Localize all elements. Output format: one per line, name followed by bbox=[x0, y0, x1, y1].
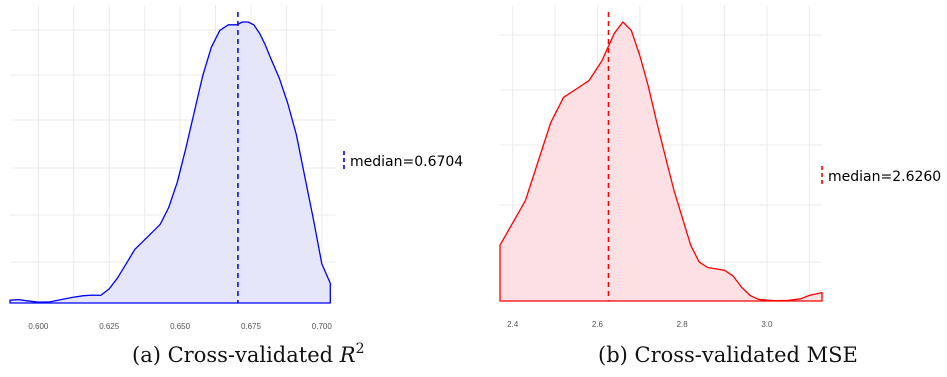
legend-label-mse: median=2.6260 bbox=[828, 169, 941, 185]
panel-r-squared: 0.600 0.625 0.650 0.675 0.700 median=0.6704 … bbox=[9, 5, 463, 367]
x-tick-label: 0.700 bbox=[312, 322, 333, 331]
x-tick-label: 3.0 bbox=[761, 320, 773, 329]
x-tick-label: 0.625 bbox=[99, 322, 120, 331]
caption-prefix-r-squared: (a) Cross-validated bbox=[132, 343, 340, 367]
x-tick-label: 2.6 bbox=[592, 320, 604, 329]
x-tick-label: 0.675 bbox=[241, 322, 262, 331]
x-tick-label: 0.650 bbox=[170, 322, 191, 331]
caption-mse: (b) Cross-validated MSE bbox=[598, 343, 858, 367]
x-tick-label: 2.4 bbox=[507, 320, 519, 329]
caption-symbol-r: R bbox=[339, 343, 356, 367]
panel-mse: 2.4 2.6 2.8 3.0 median=2.6260 (b) Cross-val… bbox=[499, 5, 941, 367]
caption-r-squared: (a) Cross-validated R2 bbox=[132, 341, 364, 367]
density-area-mse bbox=[499, 21, 823, 302]
x-tick-label: 2.8 bbox=[677, 320, 689, 329]
legend-label-r-squared: median=0.6704 bbox=[350, 154, 463, 170]
x-axis-ticks-mse: 2.4 2.6 2.8 3.0 bbox=[507, 320, 773, 329]
x-tick-label: 0.600 bbox=[28, 322, 49, 331]
x-axis-ticks-r-squared: 0.600 0.625 0.650 0.675 0.700 bbox=[28, 322, 332, 331]
caption-superscript: 2 bbox=[356, 341, 365, 357]
density-area-r-squared bbox=[9, 21, 331, 304]
